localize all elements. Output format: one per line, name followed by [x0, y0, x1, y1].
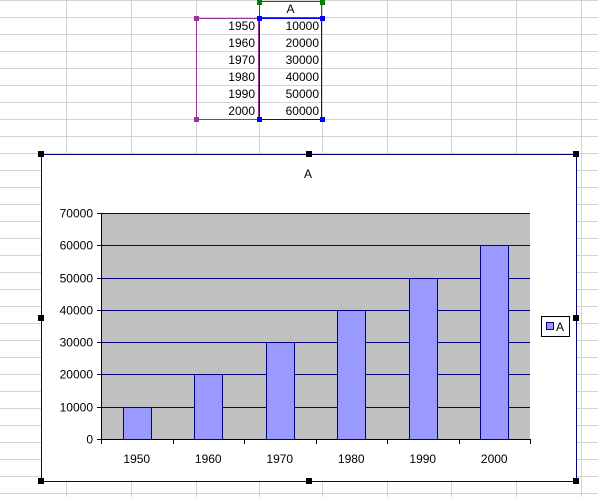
value-cell[interactable]: 20000 — [285, 36, 319, 50]
range-handle[interactable] — [257, 117, 262, 122]
series-name-cell[interactable]: A — [286, 2, 295, 16]
series-name-range-outline — [259, 1, 322, 18]
legend-label: A — [556, 320, 564, 334]
bar-1990[interactable] — [409, 278, 438, 440]
value-cell[interactable]: 50000 — [285, 87, 319, 101]
selection-handle[interactable] — [306, 478, 312, 484]
y-tick-label: 0 — [86, 433, 93, 447]
selection-handle[interactable] — [573, 478, 579, 484]
value-cell[interactable]: 30000 — [285, 53, 319, 67]
selection-handle[interactable] — [306, 151, 312, 157]
legend-swatch — [546, 322, 554, 330]
selection-handle[interactable] — [38, 478, 44, 484]
selection-handle[interactable] — [573, 151, 579, 157]
bar-1970[interactable] — [266, 342, 295, 440]
legend[interactable] — [541, 316, 570, 337]
range-handle[interactable] — [320, 16, 325, 21]
y-tick-label: 70000 — [60, 207, 94, 221]
range-handle[interactable] — [320, 117, 325, 122]
range-handle[interactable] — [257, 0, 262, 5]
x-tick-label: 1990 — [409, 452, 436, 466]
plot-area[interactable] — [101, 213, 530, 439]
selection-handle[interactable] — [38, 151, 44, 157]
bar-2000[interactable] — [480, 245, 509, 440]
x-tick-label: 1970 — [266, 452, 293, 466]
y-tick-label: 60000 — [60, 239, 94, 253]
year-cell[interactable]: 1980 — [228, 70, 255, 84]
range-handle[interactable] — [194, 117, 199, 122]
chart-title: A — [304, 167, 312, 181]
year-cell[interactable]: 2000 — [228, 104, 255, 118]
value-cell[interactable]: 10000 — [285, 19, 319, 33]
value-cell[interactable]: 40000 — [285, 70, 319, 84]
category-range-outline — [196, 18, 259, 120]
year-cell[interactable]: 1950 — [228, 19, 255, 33]
y-tick-label: 20000 — [60, 368, 94, 382]
x-tick-label: 1950 — [123, 452, 150, 466]
value-range-outline — [259, 18, 322, 120]
x-tick-label: 1960 — [195, 452, 222, 466]
y-tick-label: 30000 — [60, 336, 94, 350]
value-cell[interactable]: 60000 — [285, 104, 319, 118]
bar-1960[interactable] — [194, 374, 223, 440]
bar-1950[interactable] — [123, 407, 152, 440]
range-handle[interactable] — [194, 16, 199, 21]
x-tick-label: 1980 — [338, 452, 365, 466]
x-tick-label: 2000 — [481, 452, 508, 466]
selection-handle[interactable] — [38, 315, 44, 321]
y-tick-label: 40000 — [60, 304, 94, 318]
y-tick-label: 10000 — [60, 401, 94, 415]
selection-handle[interactable] — [573, 315, 579, 321]
range-handle[interactable] — [257, 16, 262, 21]
year-cell[interactable]: 1960 — [228, 36, 255, 50]
range-handle[interactable] — [320, 0, 325, 5]
year-cell[interactable]: 1990 — [228, 87, 255, 101]
bar-1980[interactable] — [337, 310, 366, 440]
year-cell[interactable]: 1970 — [228, 53, 255, 67]
y-tick-label: 50000 — [60, 272, 94, 286]
